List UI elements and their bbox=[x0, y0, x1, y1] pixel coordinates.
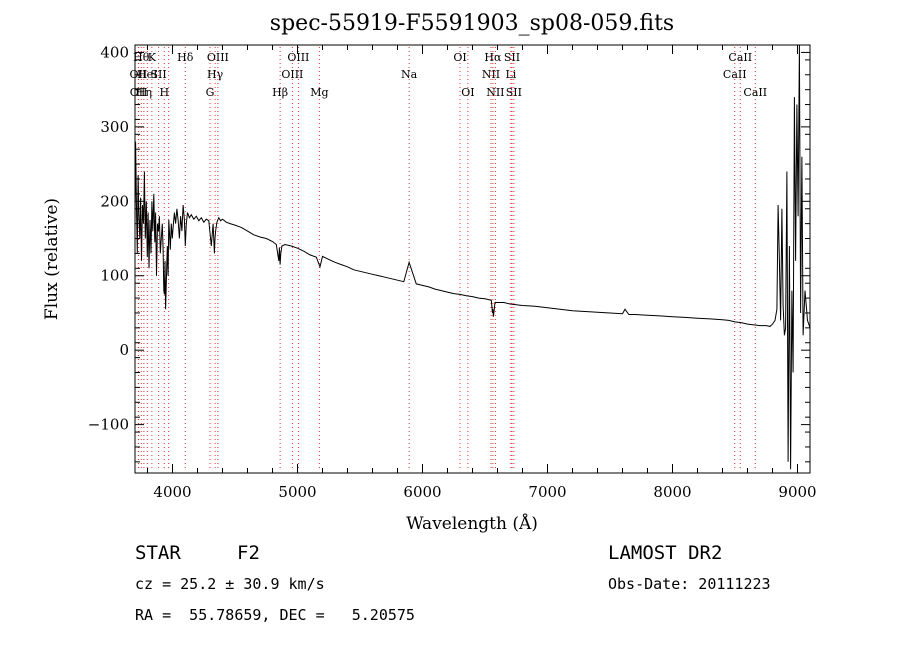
y-tick-label-3: 200 bbox=[100, 192, 129, 210]
line-label-5: K bbox=[148, 51, 157, 64]
x-tick-label-1: 5000 bbox=[278, 483, 316, 501]
x-axis-ticks: 4000 5000 6000 7000 8000 9000 bbox=[147, 45, 817, 501]
line-label-11: Hγ bbox=[207, 68, 224, 81]
line-label-15: OIII bbox=[287, 51, 309, 64]
line-label-18: OI bbox=[453, 51, 466, 64]
line-label-26: CaII bbox=[723, 68, 747, 81]
x-axis-label: Wavelength (Å) bbox=[406, 513, 538, 534]
line-label-16: Mg bbox=[310, 86, 328, 99]
line-label-21: Hα bbox=[484, 51, 502, 64]
line-label-6: SII bbox=[151, 68, 167, 81]
line-label-10: G bbox=[206, 86, 215, 99]
object-class: STAR bbox=[135, 542, 181, 564]
line-label-20: NII bbox=[482, 68, 500, 81]
line-label-12: OIII bbox=[207, 51, 229, 64]
line-label-25: SII bbox=[506, 86, 522, 99]
line-label-22: NII bbox=[486, 86, 504, 99]
line-label-2: Hθ bbox=[133, 51, 150, 64]
object-subclass: F2 bbox=[237, 542, 260, 564]
line-label-13: Hβ bbox=[272, 86, 288, 99]
line-label-14: OIII bbox=[281, 68, 303, 81]
x-tick-label-4: 8000 bbox=[653, 483, 691, 501]
y-tick-label-4: 300 bbox=[100, 118, 129, 136]
chart-title: spec-55919-F5591903_sp08-059.fits bbox=[270, 11, 674, 36]
coordinates-line: RA = 55.78659, DEC = 5.20575 bbox=[135, 606, 415, 624]
spectral-line-labels: OIIOIIHθHηHeIKSIIHHδGHγOIIIHβOIIIOIIIMgN… bbox=[130, 51, 768, 99]
line-label-3: Hη bbox=[136, 86, 152, 99]
obs-date-line: Obs-Date: 20111223 bbox=[608, 575, 771, 593]
survey-name: LAMOST DR2 bbox=[608, 542, 723, 564]
y-tick-label-0: −100 bbox=[88, 416, 129, 434]
x-tick-label-2: 6000 bbox=[403, 483, 441, 501]
x-tick-label-0: 4000 bbox=[153, 483, 191, 501]
line-label-17: Na bbox=[401, 68, 418, 81]
y-tick-label-1: 0 bbox=[119, 341, 129, 359]
plot-frame bbox=[134, 44, 811, 474]
y-tick-label-2: 100 bbox=[100, 267, 129, 285]
y-axis-ticks: −100 0 100 200 300 400 bbox=[88, 43, 810, 463]
line-label-24: SII bbox=[504, 51, 520, 64]
line-label-23: Li bbox=[505, 68, 516, 81]
line-label-19: OI bbox=[461, 86, 474, 99]
line-label-28: CaII bbox=[743, 86, 767, 99]
line-label-27: CaII bbox=[728, 51, 752, 64]
spectral-line-markers bbox=[137, 47, 756, 471]
line-label-1: OII bbox=[130, 86, 148, 99]
line-label-9: Hδ bbox=[177, 51, 194, 64]
x-tick-label-5: 9000 bbox=[778, 483, 816, 501]
y-axis-label: Flux (relative) bbox=[42, 198, 62, 320]
y-tick-label-5: 400 bbox=[100, 43, 129, 61]
line-label-4: HeI bbox=[137, 68, 157, 81]
spectrum-series-line bbox=[134, 44, 811, 470]
x-tick-label-3: 7000 bbox=[528, 483, 566, 501]
redshift-line: cz = 25.2 ± 30.9 km/s bbox=[135, 575, 325, 593]
line-label-7: H bbox=[159, 86, 169, 99]
